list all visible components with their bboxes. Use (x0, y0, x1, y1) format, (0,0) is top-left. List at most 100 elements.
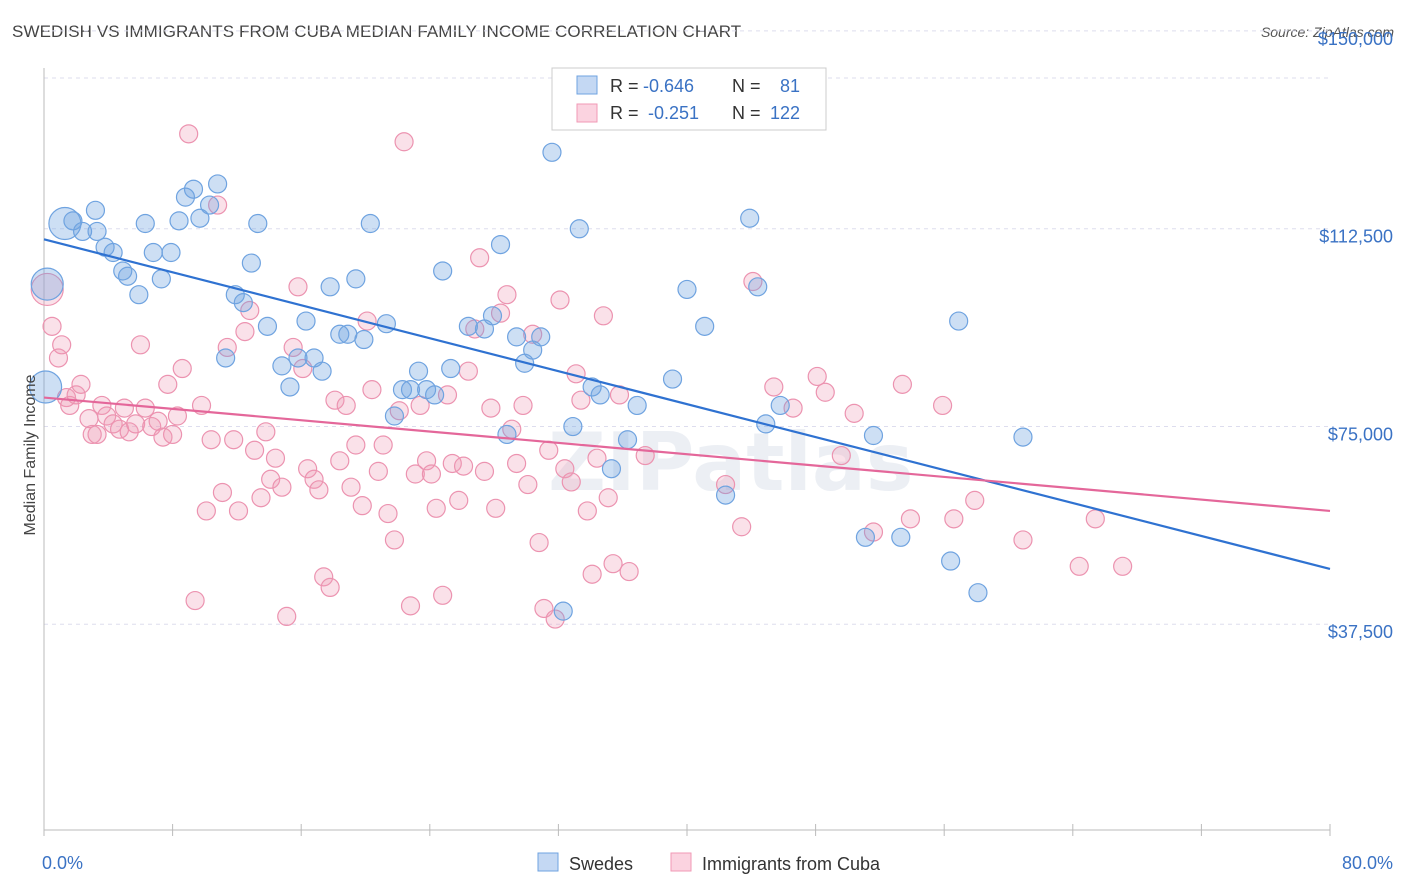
swedes-point (257, 316, 278, 336)
swedes-point (400, 380, 421, 400)
swedes-point (248, 213, 268, 234)
chart-title: SWEDISH VS IMMIGRANTS FROM CUBA MEDIAN F… (12, 22, 742, 41)
cuba-point (384, 530, 405, 550)
cuba-point (394, 132, 414, 152)
cuba-point (272, 477, 292, 497)
legend-swatch-cuba (576, 103, 598, 123)
cuba-point (320, 577, 340, 598)
swedes-point (941, 551, 961, 571)
cuba-point (715, 474, 736, 495)
swedes-point (863, 425, 884, 446)
swedes-point (563, 416, 583, 437)
y-tick-label: $112,500 (1319, 227, 1393, 247)
cuba-point (453, 456, 474, 476)
legend-n-value-1: 81 (780, 76, 800, 96)
legend-n-label-2: N = (732, 103, 761, 123)
cuba-point (163, 424, 183, 445)
swedes-point (497, 424, 517, 445)
cuba-point (470, 248, 490, 268)
cuba-point (256, 422, 276, 442)
legend-swatch-swedes (576, 75, 598, 95)
swedes-point (441, 358, 461, 379)
swedes-point (458, 316, 478, 336)
swedes-point (617, 430, 638, 450)
cuba-point (341, 477, 361, 497)
swedes-point (29, 370, 63, 404)
cuba-point (497, 285, 517, 305)
swedes-point (183, 179, 204, 199)
swedes-point (542, 142, 562, 162)
cuba-point (965, 490, 985, 510)
swedes-point (135, 213, 155, 234)
cuba-point (550, 290, 570, 310)
swedes-point (949, 311, 969, 331)
cuba-point (265, 448, 286, 468)
cuba-point (71, 374, 91, 394)
swedes-point (408, 361, 429, 381)
cuba-point (378, 503, 398, 524)
cuba-point (309, 480, 329, 500)
swedes-point (376, 314, 396, 334)
cuba-point (486, 498, 506, 518)
swedes-point (199, 195, 220, 215)
cuba-point (235, 322, 255, 342)
cuba-point (587, 448, 607, 468)
swedes-point (320, 277, 340, 297)
cuba-point (1113, 556, 1133, 576)
cuba-point (52, 335, 72, 355)
cuba-point (251, 488, 271, 508)
cuba-point (92, 395, 112, 416)
swedes-point (627, 395, 647, 416)
swedes-point (216, 348, 236, 368)
cuba-point (368, 461, 388, 481)
cuba-point (185, 590, 205, 611)
cuba-point (481, 398, 501, 418)
cuba-point (373, 435, 393, 455)
swedes-point (770, 395, 790, 416)
swedes-point (531, 327, 551, 347)
legend-r-value-1: -0.646 (643, 76, 694, 96)
cuba-point (603, 554, 623, 574)
swedes-point (241, 253, 261, 273)
swedes-point (677, 279, 697, 300)
swedes-point (312, 361, 332, 381)
series-swedes-points (29, 142, 1033, 621)
trend-line-cuba (43, 396, 1331, 513)
cuba-point (261, 469, 281, 489)
cuba-point (240, 300, 260, 321)
swedes-point (280, 377, 300, 397)
swedes-point (601, 459, 622, 479)
legend-r-label-2: R = (610, 103, 639, 123)
cuba-point (449, 490, 469, 510)
cuba-point (283, 337, 303, 358)
cuba-point (208, 195, 228, 215)
swedes-point (582, 377, 602, 397)
cuba-point (288, 277, 308, 297)
swedes-point (346, 269, 366, 289)
swedes-point (662, 369, 683, 389)
cuba-point (474, 461, 495, 481)
cuba-point (179, 124, 199, 144)
bottom-legend-swedes: Swedes (569, 854, 633, 874)
cuba-point (900, 509, 921, 529)
swedes-point (85, 200, 106, 220)
swedes-point (490, 234, 511, 255)
cuba-point (619, 561, 639, 582)
cuba-point (892, 374, 913, 394)
swedes-point (87, 221, 107, 242)
stats-legend-box (551, 67, 827, 131)
x-ticks (43, 824, 1331, 836)
cuba-point (421, 464, 442, 484)
cuba-point (815, 382, 835, 402)
y-axis-label: Median Family Income (22, 374, 39, 535)
cuba-point (314, 567, 334, 587)
cuba-point (518, 474, 538, 495)
swedes-point (384, 406, 405, 426)
swedes-point (143, 242, 163, 263)
cuba-point (1085, 509, 1105, 529)
swedes-point (507, 327, 527, 347)
swedes-point (338, 324, 358, 344)
cuba-point (103, 414, 123, 434)
swedes-point (288, 348, 308, 368)
